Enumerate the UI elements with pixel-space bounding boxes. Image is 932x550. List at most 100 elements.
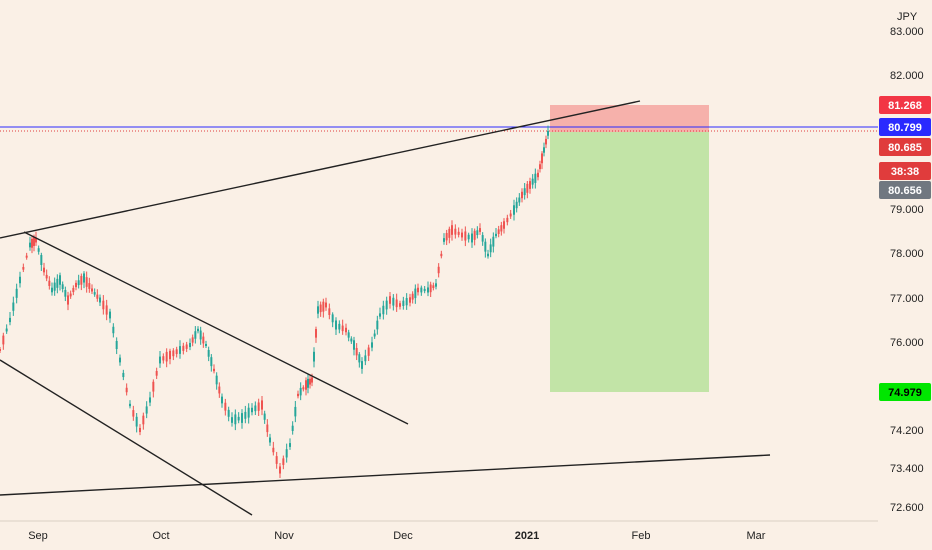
candle-body — [125, 387, 128, 393]
candle-body — [285, 449, 288, 458]
candle-body — [282, 458, 285, 465]
candle-body — [389, 296, 391, 304]
candle-body — [487, 253, 489, 257]
candle-body — [22, 266, 25, 270]
candle-body — [80, 275, 83, 285]
y-tick-label: 82.000 — [890, 70, 924, 82]
candle-body — [547, 130, 549, 136]
candle-body — [373, 333, 376, 337]
candle-body — [289, 443, 291, 447]
candle-body — [91, 288, 93, 292]
price-badge — [879, 118, 931, 136]
candle-body — [392, 297, 395, 306]
x-tick-label: Feb — [632, 530, 651, 542]
candle-body — [85, 277, 88, 287]
candle-body — [526, 183, 529, 193]
y-tick-label: 76.000 — [890, 337, 924, 349]
candle-body — [191, 337, 194, 343]
candle-body — [199, 330, 202, 340]
candle-body — [495, 233, 497, 237]
candle-body — [69, 293, 72, 297]
candle-body — [257, 402, 260, 411]
price-badge-label: 38:38 — [891, 166, 919, 178]
candle-body — [503, 221, 505, 229]
candle-body — [448, 228, 451, 238]
candle-body — [142, 415, 145, 425]
support-trendline[interactable] — [0, 454, 771, 496]
candle-body — [227, 409, 230, 417]
candle-body — [429, 284, 432, 293]
candle-body — [2, 335, 5, 345]
candle-body — [88, 283, 91, 289]
candle-body — [294, 406, 297, 417]
candle-body — [40, 255, 43, 265]
candle-body — [269, 437, 271, 443]
candle-body — [5, 328, 8, 332]
candle-body — [341, 325, 344, 332]
price-badge-label: 81.268 — [888, 100, 922, 112]
candle-body — [328, 308, 331, 315]
candle-body — [402, 300, 405, 306]
candle-body — [169, 350, 171, 360]
candle-body — [215, 375, 218, 385]
candle-body — [291, 425, 294, 431]
price-badge — [879, 96, 931, 114]
candle-body — [213, 368, 215, 372]
x-tick-label: Mar — [747, 530, 766, 542]
candle-body — [435, 283, 437, 287]
x-axis-ticks: Sep Oct Nov Dec 2021 Feb Mar — [28, 530, 766, 542]
price-badge — [879, 383, 931, 401]
candle-body — [534, 173, 537, 183]
y-tick-label: 72.600 — [890, 502, 924, 514]
candle-body — [302, 387, 305, 390]
upper-trendline[interactable] — [0, 100, 641, 239]
candle-body — [379, 313, 381, 317]
candle-body — [35, 237, 37, 243]
candle-body — [545, 138, 547, 145]
candle-body — [529, 181, 531, 189]
candle-body — [275, 456, 278, 464]
candle-body — [247, 407, 250, 418]
candle-body — [279, 466, 281, 474]
candle-body — [37, 248, 40, 252]
falling-channel-bottom-line[interactable] — [0, 359, 253, 516]
candle-body — [159, 356, 161, 364]
y-tick-label: 78.000 — [890, 248, 924, 260]
candle-body — [385, 300, 388, 310]
candle-body — [237, 416, 240, 421]
price-badge-label: 80.799 — [888, 122, 922, 134]
candle-body — [149, 397, 151, 403]
candle-body — [162, 356, 165, 361]
stop-loss-zone[interactable] — [550, 105, 709, 132]
candle-body — [467, 234, 470, 240]
price-axis[interactable] — [878, 0, 932, 550]
candle-body — [129, 403, 131, 407]
candle-body — [75, 282, 77, 288]
candle-body — [411, 293, 414, 300]
candle-body — [382, 305, 385, 315]
candle-body — [25, 255, 28, 258]
candle-body — [518, 197, 521, 203]
candle-body — [427, 287, 429, 293]
candle-body — [109, 311, 111, 319]
candle-body — [338, 323, 341, 330]
candle-body — [56, 278, 59, 288]
candle-body — [135, 416, 138, 427]
candle-body — [367, 347, 370, 356]
candle-body — [266, 424, 269, 433]
candle-body — [182, 345, 185, 351]
candle-body — [197, 328, 199, 332]
falling-channel-top-line[interactable] — [23, 231, 409, 425]
take-profit-zone[interactable] — [550, 132, 709, 392]
price-badge — [879, 181, 931, 199]
x-tick-label: Sep — [28, 530, 48, 542]
candle-body — [105, 305, 108, 315]
candle-body — [254, 405, 257, 412]
price-badge-label: 74.979 — [888, 387, 922, 399]
candle-body — [155, 370, 158, 376]
price-badge-label: 80.656 — [888, 185, 922, 197]
candle-body — [43, 267, 45, 273]
candle-body — [492, 236, 495, 247]
candle-body — [353, 340, 355, 350]
